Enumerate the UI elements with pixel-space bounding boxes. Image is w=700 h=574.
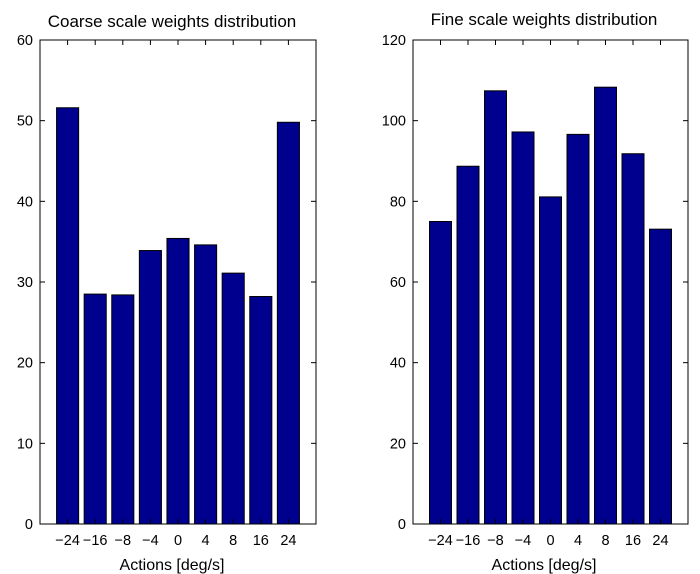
bar: [594, 86, 617, 525]
x-tick-label: 16: [253, 533, 269, 549]
chart-title: Coarse scale weights distribution: [48, 12, 297, 31]
bar: [138, 250, 162, 525]
bar: [429, 221, 452, 525]
bar: [249, 296, 273, 525]
y-tick-label: 0: [25, 517, 33, 533]
x-tick-label: −24: [428, 533, 453, 549]
bar: [83, 293, 107, 525]
bar: [166, 237, 190, 525]
x-tick-label: −4: [515, 533, 532, 549]
bar: [484, 90, 507, 525]
bar: [221, 272, 245, 525]
y-tick-label: 60: [17, 33, 33, 49]
y-tick-label: 30: [17, 275, 33, 291]
x-tick-label: 4: [574, 533, 582, 549]
x-tick-label: 24: [280, 533, 296, 549]
y-tick-label: 0: [398, 517, 406, 533]
x-tick-label: −16: [456, 533, 481, 549]
x-tick-label: 16: [625, 533, 641, 549]
x-tick-label: −16: [83, 533, 108, 549]
bar: [56, 107, 80, 525]
bar: [194, 244, 218, 525]
y-tick-label: 120: [382, 33, 406, 49]
y-tick-label: 100: [382, 114, 406, 130]
y-tick-label: 50: [17, 114, 33, 130]
x-tick-label: −24: [55, 533, 80, 549]
x-tick-label: 0: [546, 533, 554, 549]
plot-area: −24 −16 −8 −4 0 4 8 16 24 0 20 40 60 80 100 120: [382, 33, 689, 549]
bar: [566, 133, 590, 525]
chart-title: Fine scale weights distribution: [431, 10, 658, 29]
bar: [649, 228, 672, 525]
bar: [539, 196, 562, 525]
x-tick-label: 4: [202, 533, 210, 549]
y-tick-label: 20: [390, 436, 406, 452]
x-axis-label: Actions [deg/s]: [492, 557, 597, 574]
x-tick-label: −8: [115, 533, 132, 549]
y-tick-label: 40: [17, 194, 33, 210]
bar: [511, 131, 535, 525]
plot-area: −24 −16 −8 −4 0 4 8 16 24 0 10 20 30 40 50 60: [17, 33, 317, 549]
x-tick-label: 8: [601, 533, 609, 549]
x-tick-label: 0: [174, 533, 182, 549]
y-tick-label: 20: [17, 356, 33, 372]
coarse-scale-chart: Coarse scale weights distribution −24 −16…: [17, 12, 317, 574]
bar: [276, 121, 300, 525]
y-tick-label: 60: [390, 275, 406, 291]
bar: [621, 153, 645, 525]
x-tick-label: 24: [652, 533, 668, 549]
x-tick-label: −8: [487, 533, 504, 549]
y-tick-label: 10: [17, 436, 33, 452]
y-tick-label: 40: [390, 356, 406, 372]
x-tick-label: −4: [142, 533, 159, 549]
x-axis-label: Actions [deg/s]: [120, 557, 225, 574]
bar: [456, 165, 480, 525]
y-tick-label: 80: [390, 194, 406, 210]
bar: [111, 294, 135, 525]
fine-scale-chart: Fine scale weights distribution −24 −16 −8…: [382, 10, 689, 574]
x-tick-label: 8: [229, 533, 237, 549]
